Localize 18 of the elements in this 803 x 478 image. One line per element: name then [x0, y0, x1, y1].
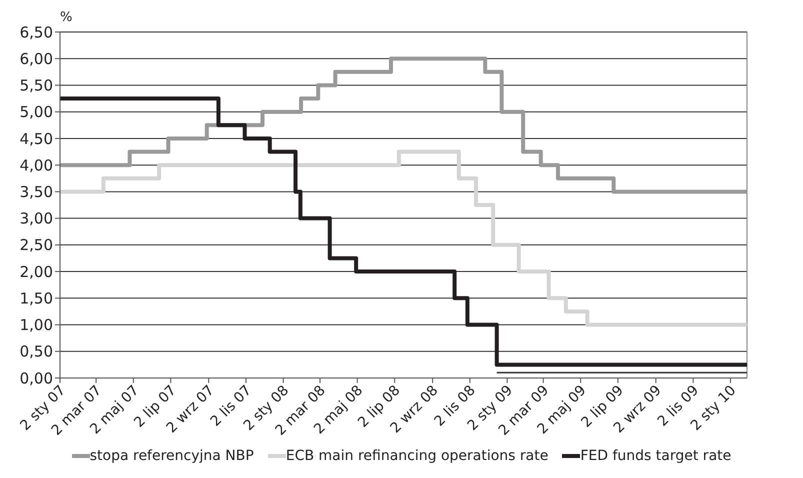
- y-tick-label: 1,00: [20, 316, 53, 334]
- y-tick-label: 0,50: [20, 342, 53, 361]
- legend-label: stopa referencyjna NBP: [90, 448, 254, 464]
- y-tick-label: 5,00: [20, 103, 53, 122]
- y-tick-label: 4,50: [20, 130, 53, 148]
- y-axis-title: %: [60, 10, 72, 25]
- y-tick-label: 2,00: [20, 262, 53, 281]
- y-tick-label: 3,00: [20, 210, 53, 228]
- y-tick-label: 6,50: [20, 23, 53, 42]
- y-tick-label: 3,50: [20, 183, 53, 202]
- legend-label: ECB main refinancing operations rate: [286, 448, 548, 464]
- y-tick-label: 6,00: [20, 50, 53, 68]
- y-tick-label: 2,50: [20, 236, 53, 254]
- y-tick-label: 5,50: [20, 76, 53, 95]
- y-tick-label: 0,00: [20, 369, 53, 388]
- y-tick-label: 1,50: [20, 289, 53, 308]
- legend-label: FED funds target rate: [580, 448, 732, 464]
- y-tick-label: 4,00: [20, 156, 53, 174]
